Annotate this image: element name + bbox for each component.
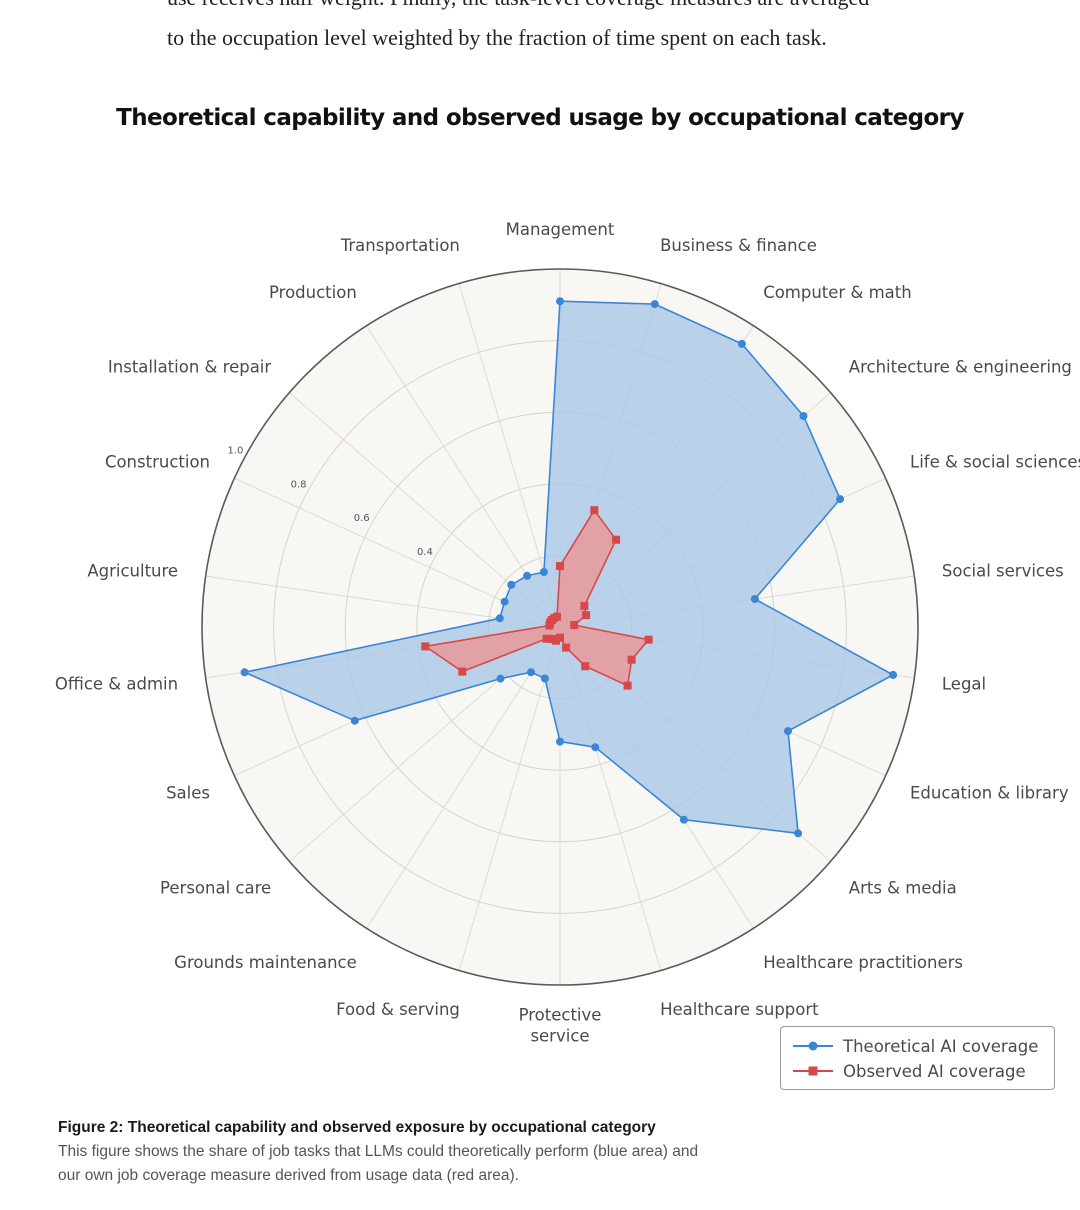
data-point-observed	[582, 611, 591, 620]
r-tick-label: 1.0	[227, 446, 243, 457]
data-point-theoretical	[350, 716, 359, 725]
legend-item-theoretical: Theoretical AI coverage	[793, 1035, 1038, 1057]
data-point-theoretical	[556, 297, 564, 306]
data-point-theoretical	[527, 668, 535, 677]
category-label: Transportation	[340, 236, 460, 255]
data-point-observed	[581, 662, 590, 671]
data-point-observed	[556, 562, 564, 571]
category-label: Sales	[166, 783, 210, 802]
category-label: Food & serving	[336, 1000, 460, 1019]
category-label: Arts & media	[849, 879, 957, 898]
caption-title: Figure 2: Theoretical capability and obs…	[58, 1119, 656, 1136]
legend-swatch-square-icon	[793, 1066, 833, 1076]
category-label: Personal care	[160, 879, 271, 898]
chart-legend: Theoretical AI coverage Observed AI cove…	[780, 1026, 1055, 1090]
category-label: Healthcare support	[660, 1000, 819, 1019]
category-label: Social services	[942, 561, 1064, 580]
data-point-observed	[623, 681, 632, 690]
chart-title: Theoretical capability and observed usag…	[116, 105, 964, 131]
data-point-observed	[458, 667, 467, 676]
data-point-theoretical	[507, 580, 516, 589]
category-label: Grounds maintenance	[174, 953, 357, 972]
article-text-line-1: use receives half weight. Finally, the t…	[167, 0, 987, 14]
data-point-theoretical	[737, 339, 746, 348]
radar-series	[240, 297, 898, 838]
category-label: Healthcare practitioners	[763, 953, 963, 972]
category-label: Legal	[942, 675, 986, 694]
category-label: Life & social sciences	[910, 453, 1080, 472]
article-text-line-2: to the occupation level weighted by the …	[167, 25, 827, 50]
data-point-observed	[644, 635, 653, 644]
category-label: Education & library	[910, 783, 1069, 802]
data-point-theoretical	[784, 727, 792, 736]
category-label: Production	[269, 283, 357, 302]
data-point-observed	[590, 506, 599, 515]
category-label: Management	[506, 220, 615, 239]
data-point-theoretical	[836, 495, 845, 504]
data-point-theoretical	[240, 668, 249, 677]
data-point-theoretical	[591, 743, 600, 752]
data-point-theoretical	[679, 815, 688, 824]
radar-chart: 0.4 0.6 0.8 1.0 Management Business & finance…	[55, 220, 1080, 1046]
legend-label-theoretical: Theoretical AI coverage	[843, 1036, 1039, 1056]
data-point-observed	[627, 655, 636, 664]
data-point-theoretical	[500, 597, 509, 606]
data-point-theoretical	[496, 674, 505, 683]
data-point-observed	[580, 601, 589, 610]
data-point-theoretical	[523, 571, 532, 580]
category-label: Office & admin	[55, 675, 178, 694]
data-point-observed	[548, 635, 557, 643]
figure-caption: Figure 2: Theoretical capability and obs…	[58, 1116, 718, 1188]
data-point-theoretical	[799, 412, 808, 420]
data-point-observed	[612, 535, 621, 544]
data-point-observed	[570, 621, 579, 629]
legend-swatch-circle-icon	[793, 1041, 833, 1051]
data-point-observed	[562, 643, 571, 652]
data-point-observed	[553, 612, 561, 621]
category-label: Business & finance	[660, 236, 817, 255]
category-label: Computer & math	[763, 283, 912, 302]
category-label: Protective service	[519, 1006, 602, 1046]
data-point-theoretical	[650, 300, 659, 309]
data-point-theoretical	[539, 568, 548, 576]
caption-body: This figure shows the share of job tasks…	[58, 1143, 699, 1184]
r-tick-label: 0.6	[354, 513, 370, 524]
category-label: Architecture & engineering	[849, 357, 1072, 376]
data-point-theoretical	[750, 595, 759, 603]
data-point-theoretical	[540, 674, 549, 683]
category-label: Agriculture	[87, 561, 178, 580]
r-tick-label: 0.8	[291, 479, 307, 490]
data-point-theoretical	[495, 614, 504, 623]
plot-outer-ring	[201, 268, 919, 986]
legend-label-observed: Observed AI coverage	[843, 1061, 1026, 1081]
data-point-observed	[542, 634, 551, 643]
data-point-theoretical	[556, 737, 564, 746]
category-label: Construction	[105, 453, 210, 472]
radar-labels: 0.4 0.6 0.8 1.0 Management Business & finance…	[55, 220, 1080, 1046]
legend-item-observed: Observed AI coverage	[793, 1060, 1026, 1082]
category-label: Installation & repair	[108, 357, 271, 376]
grid-spoke	[366, 626, 561, 929]
data-point-theoretical	[794, 829, 803, 838]
data-point-theoretical	[889, 670, 898, 679]
data-point-observed	[421, 642, 430, 651]
r-tick-label: 0.4	[417, 547, 433, 558]
grid-spoke	[458, 626, 561, 971]
